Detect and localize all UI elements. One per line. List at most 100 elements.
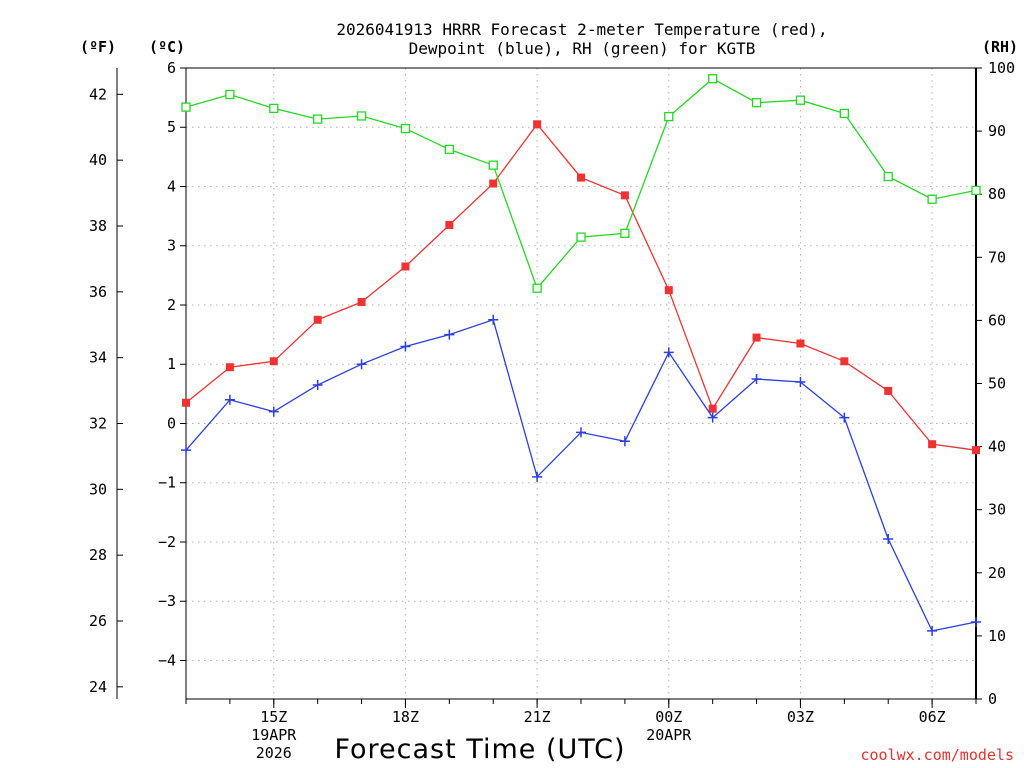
rh-point bbox=[488, 160, 498, 170]
celsius-tick-label: 0 bbox=[167, 414, 176, 432]
2-meter-temperature-point bbox=[752, 333, 761, 342]
grid-lines bbox=[186, 68, 976, 699]
dewpoint-point bbox=[444, 329, 455, 340]
x-axis-label: Forecast Time (UTC) bbox=[334, 734, 625, 765]
2-meter-temperature-point bbox=[313, 315, 322, 324]
dewpoint-line bbox=[185, 318, 977, 632]
chart-title-line-2: Dewpoint (blue), RH (green) for KGTB bbox=[409, 39, 756, 58]
dewpoint-point bbox=[532, 471, 543, 482]
2-meter-temperature-point bbox=[445, 221, 454, 230]
dewpoint-point bbox=[971, 616, 981, 627]
rh-tick-label: 30 bbox=[988, 501, 1006, 519]
dewpoint-point bbox=[883, 534, 894, 545]
dewpoint-point bbox=[356, 359, 367, 370]
2-meter-temperature-point bbox=[796, 339, 805, 348]
rh-tick-label: 60 bbox=[988, 311, 1006, 329]
dewpoint-point bbox=[400, 341, 411, 352]
fahrenheit-tick-label: 28 bbox=[89, 546, 107, 564]
2-meter-temperature-point bbox=[928, 440, 937, 449]
rh-point bbox=[927, 194, 937, 204]
rh-point bbox=[708, 74, 718, 84]
fahrenheit-tick-label: 34 bbox=[89, 349, 107, 367]
dewpoint-point bbox=[795, 377, 806, 388]
dewpoint-point bbox=[707, 412, 718, 423]
2-meter-temperature-point bbox=[225, 363, 234, 372]
x-tick-label: 19APR bbox=[251, 726, 297, 744]
rh-point bbox=[225, 89, 235, 100]
dewpoint-point bbox=[576, 427, 586, 438]
rh-point bbox=[313, 114, 323, 124]
rh-tick-label: 40 bbox=[988, 438, 1006, 456]
2-meter-temperature-point bbox=[972, 446, 980, 455]
x-tick-label: 2026 bbox=[256, 744, 292, 762]
rh-point bbox=[971, 185, 981, 196]
rh-tick-label: 0 bbox=[988, 690, 997, 708]
rh-point bbox=[356, 111, 367, 121]
rh-point bbox=[751, 98, 762, 108]
chart-title-line-1: 2026041913 HRRR Forecast 2-meter Tempera… bbox=[336, 20, 827, 39]
dewpoint-point bbox=[488, 314, 499, 325]
plot-frame bbox=[185, 67, 977, 700]
dewpoint-point bbox=[312, 379, 323, 390]
rh-line bbox=[185, 77, 977, 290]
celsius-tick-label: −4 bbox=[158, 651, 176, 669]
axes: 6543210−1−2−3−44240383634323028262410090… bbox=[89, 59, 1015, 762]
2-meter-temperature-point bbox=[533, 120, 542, 129]
fahrenheit-unit-label: (ºF) bbox=[80, 38, 116, 56]
dewpoint-point bbox=[751, 374, 762, 385]
fahrenheit-tick-label: 24 bbox=[89, 678, 107, 696]
celsius-tick-label: 1 bbox=[167, 355, 176, 373]
rh-point bbox=[444, 144, 454, 155]
rh-point bbox=[664, 111, 674, 122]
2-meter-temperature-point bbox=[489, 179, 498, 188]
rh-point bbox=[400, 123, 411, 134]
x-tick-label: 20APR bbox=[646, 726, 692, 744]
rh-point bbox=[532, 283, 542, 293]
2-meter-temperature-point bbox=[401, 262, 410, 271]
2-meter-temperature-point bbox=[577, 173, 585, 182]
fahrenheit-tick-label: 30 bbox=[89, 480, 107, 498]
dewpoint-point bbox=[619, 436, 630, 447]
fahrenheit-tick-label: 26 bbox=[89, 612, 107, 630]
2-meter-temperature-line bbox=[185, 123, 977, 451]
dewpoint-point bbox=[839, 412, 850, 423]
rh-point bbox=[269, 103, 279, 114]
dewpoint-point bbox=[268, 406, 279, 417]
fahrenheit-tick-label: 42 bbox=[89, 85, 107, 103]
celsius-tick-label: −3 bbox=[158, 592, 176, 610]
source-credit: coolwx.com/models bbox=[860, 746, 1014, 764]
celsius-tick-label: 4 bbox=[167, 177, 176, 195]
fahrenheit-tick-label: 40 bbox=[89, 151, 107, 169]
celsius-tick-label: 5 bbox=[167, 118, 176, 136]
2-meter-temperature-point bbox=[884, 386, 893, 395]
x-tick-label: 15Z bbox=[260, 708, 287, 726]
rh-point bbox=[795, 95, 806, 105]
rh-point bbox=[839, 108, 849, 119]
2-meter-temperature-point bbox=[357, 298, 366, 307]
celsius-tick-label: 3 bbox=[167, 237, 176, 255]
rh-tick-label: 80 bbox=[988, 185, 1006, 203]
celsius-tick-label: −2 bbox=[158, 533, 176, 551]
rh-point bbox=[620, 228, 630, 238]
fahrenheit-tick-label: 32 bbox=[89, 414, 107, 432]
celsius-tick-label: 6 bbox=[167, 59, 176, 77]
2-meter-temperature-point bbox=[269, 357, 278, 366]
celsius-unit-label: (ºC) bbox=[149, 38, 185, 56]
dewpoint-point bbox=[663, 347, 674, 358]
x-tick-label: 18Z bbox=[392, 708, 419, 726]
rh-tick-label: 20 bbox=[988, 564, 1006, 582]
rh-tick-label: 10 bbox=[988, 627, 1006, 645]
rh-tick-label: 100 bbox=[988, 59, 1015, 77]
dewpoint-point bbox=[224, 394, 235, 405]
2-meter-temperature-point bbox=[620, 191, 629, 200]
rh-point bbox=[181, 102, 191, 112]
series-layer bbox=[181, 74, 981, 636]
rh-unit-label: (RH) bbox=[982, 38, 1018, 56]
fahrenheit-tick-label: 38 bbox=[89, 217, 107, 235]
x-tick-label: 06Z bbox=[919, 708, 946, 726]
rh-tick-label: 70 bbox=[988, 248, 1006, 266]
dewpoint-point bbox=[181, 445, 191, 456]
2-meter-temperature-point bbox=[182, 398, 190, 407]
rh-point bbox=[576, 232, 586, 242]
